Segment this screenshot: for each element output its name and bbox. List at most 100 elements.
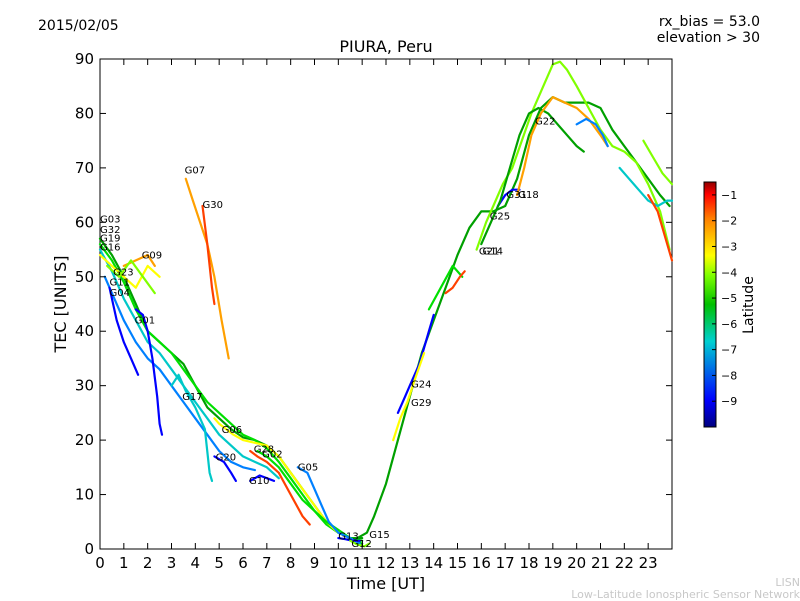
series-line-g13 — [337, 537, 361, 542]
colorbar-tick-label: −2 — [721, 215, 737, 228]
satellite-label-g23: G23 — [113, 268, 133, 279]
x-tick-label: 11 — [353, 554, 372, 572]
satellite-label-g29: G29 — [411, 398, 431, 409]
series-layer — [98, 60, 674, 548]
y-tick-label: 90 — [75, 50, 94, 68]
satellite-label-g24: G24 — [411, 379, 431, 390]
x-tick-label: 19 — [543, 554, 562, 572]
x-tick-label: 16 — [472, 554, 491, 572]
y-tick-label: 70 — [75, 159, 94, 177]
satellite-label-g20: G20 — [216, 452, 236, 463]
satellite-label-g13: G13 — [338, 532, 358, 543]
series-line-g22 — [516, 96, 609, 197]
x-tick-label: 13 — [400, 554, 419, 572]
satellite-label-g01: G01 — [135, 316, 155, 327]
x-tick-label: 14 — [424, 554, 443, 572]
x-tick-label: 21 — [591, 554, 610, 572]
x-tick-label: 23 — [639, 554, 658, 572]
satellite-label-g09: G09 — [142, 250, 162, 261]
x-tick-label: 18 — [519, 554, 538, 572]
colorbar-tick-label: −9 — [721, 395, 737, 408]
chart-title: PIURA, Peru — [339, 37, 433, 56]
series-line-g25 — [475, 60, 671, 251]
series-line-g19 — [98, 248, 280, 480]
series-line-g08 — [647, 194, 674, 262]
y-tick-label: 40 — [75, 322, 94, 340]
satellite-label-g30: G30 — [203, 200, 223, 211]
series-line-g31 — [496, 188, 521, 208]
satellite-label-g06: G06 — [222, 425, 242, 436]
series-line-g01 — [134, 308, 164, 436]
x-axis: 0 1 2 3 4 5 6 7 8 9 10 11 12 13 14 15 16 17 18 19 20 21 22 23 — [95, 59, 658, 572]
satellite-label-g16: G16 — [100, 243, 120, 254]
y-tick-label: 0 — [84, 540, 94, 558]
satellite-label-g17: G17 — [182, 392, 202, 403]
colorbar-tick-label: −1 — [721, 189, 737, 202]
series-line-g21 — [427, 264, 464, 311]
satellite-label-g12: G12 — [351, 539, 371, 550]
series-line-g26 — [575, 117, 609, 148]
rx-bias-label: rx_bias = 53.0 — [658, 14, 760, 30]
series-line-g11 — [103, 275, 256, 472]
series-line-g28 — [249, 449, 311, 526]
satellite-label-g15: G15 — [369, 530, 389, 541]
satellite-label-g11: G11 — [110, 278, 130, 289]
x-tick-label: 1 — [119, 554, 129, 572]
x-tick-label: 10 — [329, 554, 348, 572]
series-line-g10 — [249, 474, 276, 482]
series-line-g30 — [201, 204, 216, 306]
y-tick-label: 30 — [75, 377, 94, 395]
x-tick-label: 9 — [310, 554, 320, 572]
footer-network-name: Low-Latitude Ionospheric Sensor Network — [571, 588, 800, 601]
x-tick-label: 5 — [214, 554, 224, 572]
satellite-label-g18: G18 — [518, 190, 538, 201]
series-line-g05 — [296, 466, 361, 545]
satellite-label-g32: G32 — [100, 225, 120, 236]
x-axis-label: Time [UT] — [346, 574, 425, 593]
series-line-g27 — [618, 166, 674, 208]
satellite-label-g22: G22 — [535, 116, 555, 127]
colorbar-tick-label: −3 — [721, 240, 737, 253]
series-line-g23 — [106, 259, 156, 295]
series-line-g17 — [170, 373, 214, 482]
x-tick-label: 20 — [567, 554, 586, 572]
x-tick-label: 12 — [376, 554, 395, 572]
satellite-label-g04: G04 — [110, 288, 130, 299]
x-tick-label: 17 — [496, 554, 515, 572]
series-line-g33 — [642, 139, 674, 186]
date-label: 2015/02/05 — [38, 18, 119, 34]
x-tick-label: 6 — [238, 554, 248, 572]
elevation-label: elevation > 30 — [656, 30, 760, 46]
satellite-label-g10: G10 — [249, 476, 269, 487]
colorbar-tick-label: −4 — [721, 266, 737, 279]
colorbar-tick-label: −5 — [721, 292, 737, 305]
satellite-label-g28: G28 — [254, 445, 274, 456]
colorbar-tick-label: −8 — [721, 369, 737, 382]
satellite-label-g31: G31 — [506, 190, 526, 201]
colorbar-label: Latitude — [741, 276, 757, 334]
x-tick-label: 7 — [262, 554, 272, 572]
series-line-g04 — [108, 286, 140, 376]
series-line-g12 — [349, 539, 371, 548]
series-line-g14 — [444, 270, 466, 295]
y-tick-label: 60 — [75, 213, 94, 231]
y-axis: 0 10 20 30 40 50 60 70 80 90 — [75, 50, 672, 558]
bias-info: rx_bias = 53.0 elevation > 30 — [657, 14, 760, 46]
x-tick-label: 3 — [167, 554, 177, 572]
series-line-g16 — [98, 253, 161, 289]
series-line-g06 — [213, 417, 340, 534]
series-line-g18 — [480, 106, 585, 246]
colorbar-ticks: −1 −2 −3 −4 −5 −6 −7 −8 −9 — [712, 189, 737, 408]
satellite-label-g14: G14 — [483, 247, 503, 258]
series-line-g20 — [213, 455, 237, 482]
colorbar-tick-label: −6 — [721, 318, 737, 331]
satellite-label-g05: G05 — [298, 463, 318, 474]
satellite-label-g21: G21 — [479, 247, 499, 258]
colorbar — [703, 181, 717, 428]
x-tick-label: 22 — [615, 554, 634, 572]
x-tick-label: 4 — [191, 554, 201, 572]
satellite-label-g03: G03 — [100, 214, 120, 225]
satellite-label-g25: G25 — [490, 212, 510, 223]
